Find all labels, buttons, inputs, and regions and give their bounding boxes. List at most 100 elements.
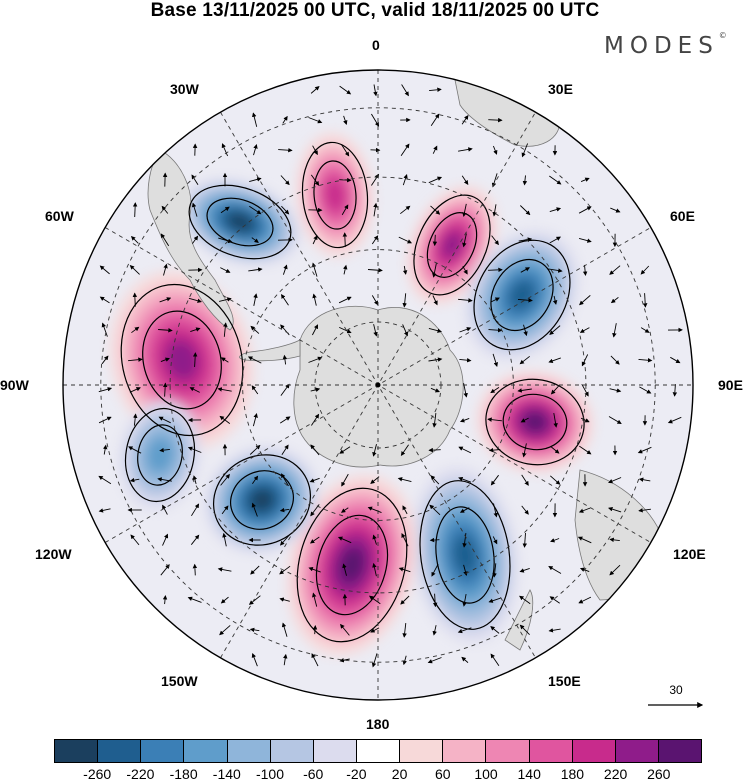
wind-arrow — [400, 444, 409, 456]
wind-arrow — [249, 177, 262, 183]
colorbar-tick-label: -100 — [255, 766, 285, 782]
label-150e: 150E — [548, 673, 581, 689]
wind-arrow — [521, 505, 529, 515]
wind-arrow — [280, 175, 290, 186]
wind-arrow — [462, 233, 467, 248]
wind-arrow — [430, 113, 440, 126]
streamline — [435, 506, 495, 604]
wind-arrow — [519, 205, 531, 216]
wind-arrow — [372, 443, 377, 457]
streamline — [490, 258, 554, 332]
colorbar-segment — [98, 740, 142, 762]
wind-arrow — [580, 177, 590, 183]
label-60e: 60E — [670, 208, 695, 224]
wind-arrow — [312, 293, 317, 306]
wind-arrow — [458, 298, 473, 303]
colorbar-tick-label: -140 — [212, 766, 241, 782]
wind-arrow — [222, 532, 227, 547]
streamline — [137, 424, 183, 486]
latitude-circle — [242, 249, 514, 521]
vector-reference-arrow — [648, 702, 704, 708]
wind-arrow — [397, 477, 412, 483]
wind-arrow — [492, 536, 498, 545]
wind-arrow — [639, 386, 652, 394]
wind-arrow — [492, 353, 498, 367]
wind-arrow — [253, 293, 258, 306]
streamline — [188, 184, 292, 260]
south-america — [147, 149, 234, 331]
colorbar-tick-label: -60 — [303, 766, 324, 782]
vector-reference-value: 30 — [669, 683, 683, 697]
wind-arrow — [162, 533, 169, 546]
wind-arrow — [609, 564, 621, 576]
wind-arrow — [549, 325, 561, 335]
wind-arrow — [490, 297, 500, 303]
wind-arrow — [432, 413, 437, 428]
wind-arrow — [490, 474, 499, 486]
wind-arrow — [491, 235, 499, 246]
wind-arrow — [523, 324, 528, 337]
wind-arrow — [518, 237, 533, 242]
wind-arrow — [223, 322, 228, 337]
colorbar-tick-label: 140 — [517, 766, 541, 782]
wind-arrow — [488, 267, 503, 273]
wind-arrow — [341, 473, 349, 487]
wind-arrow — [463, 383, 468, 398]
wind-arrow — [281, 622, 288, 637]
streamline — [124, 407, 196, 503]
wind-arrow — [398, 236, 413, 244]
wind-arrow — [429, 537, 440, 543]
colorbar-tick-label: -180 — [169, 766, 198, 782]
wind-arrow — [459, 327, 472, 333]
wind-arrow — [312, 625, 318, 635]
wind-arrow — [430, 475, 440, 485]
wind-arrow — [457, 627, 472, 634]
streamline — [120, 283, 244, 437]
wind-arrow — [427, 657, 442, 664]
label-150w: 150W — [161, 673, 198, 689]
wind-arrow — [461, 656, 469, 663]
streamline — [301, 141, 369, 249]
wind-arrow — [309, 536, 320, 544]
wind-arrow — [373, 202, 378, 217]
wind-arrow — [608, 507, 622, 513]
wind-arrow — [458, 446, 472, 454]
wind-arrow — [400, 143, 410, 157]
label-60w: 60W — [45, 208, 74, 224]
wind-arrow — [609, 537, 620, 543]
wind-arrow — [488, 117, 503, 123]
anomaly-fill — [165, 339, 199, 381]
wind-arrow — [371, 235, 379, 245]
wind-arrow — [308, 117, 323, 124]
wind-arrow — [402, 623, 407, 638]
wind-arrow — [340, 623, 350, 636]
wind-arrow — [253, 144, 258, 156]
colorbar-tick-label: -260 — [83, 766, 112, 782]
wind-arrow — [490, 387, 500, 394]
wind-arrow — [130, 534, 140, 546]
wind-arrow — [162, 595, 168, 605]
wind-arrow — [608, 477, 622, 484]
latitude-circle — [169, 176, 587, 594]
wind-arrow — [217, 387, 232, 392]
wind-arrow — [221, 505, 229, 515]
wind-arrow — [339, 85, 352, 95]
wind-arrow — [638, 358, 653, 363]
wind-arrow — [371, 295, 379, 306]
colorbar — [54, 739, 702, 763]
wind-arrow — [519, 355, 530, 365]
graticule — [63, 70, 693, 700]
wind-arrow — [549, 175, 562, 185]
wind-arrow — [402, 324, 409, 337]
colorbar-segment — [443, 740, 487, 762]
wind-arrow — [282, 115, 288, 124]
anomaly-fill — [523, 411, 547, 433]
colorbar-segment — [572, 740, 616, 762]
wind-arrow — [401, 84, 409, 97]
wind-arrow — [667, 416, 682, 424]
wind-arrow — [520, 417, 529, 423]
wind-arrow — [220, 596, 229, 604]
wind-arrow — [428, 327, 442, 333]
streamline — [473, 239, 571, 351]
